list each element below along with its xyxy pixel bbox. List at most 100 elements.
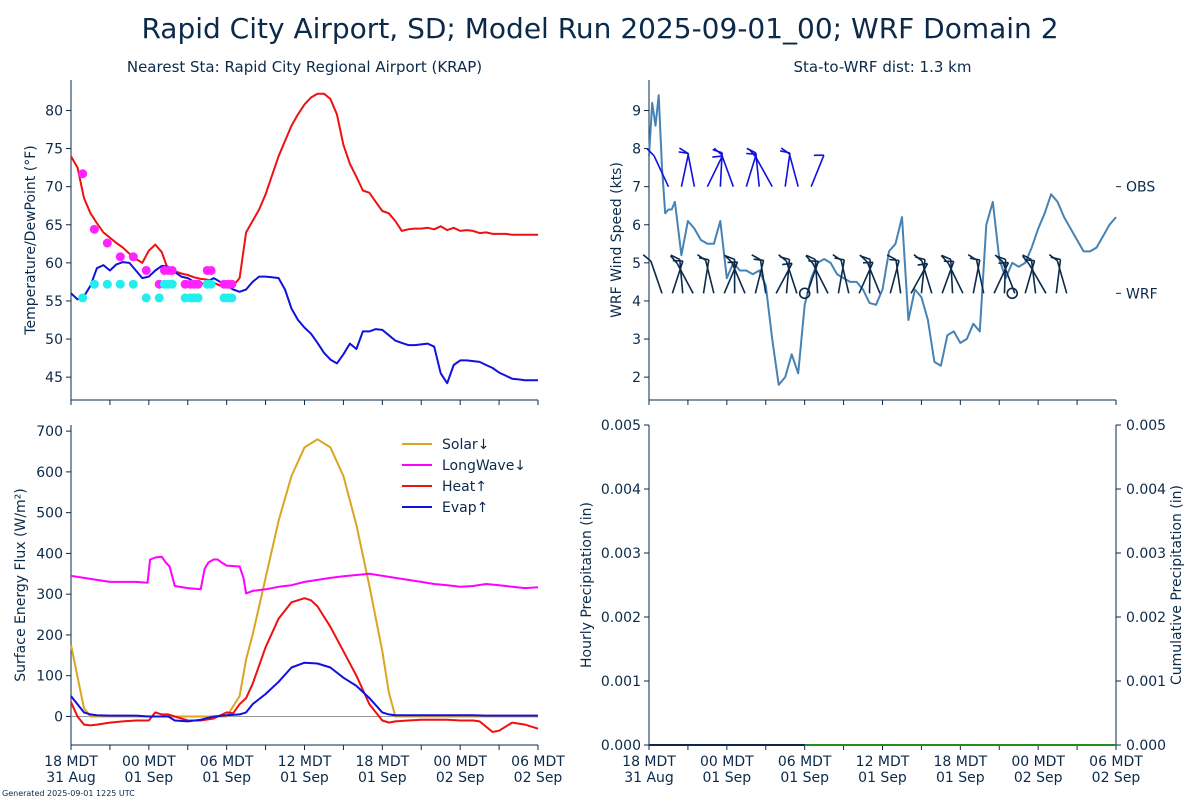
barb-staff	[676, 262, 694, 294]
y-tick-label: 700	[36, 424, 63, 440]
barb-staff	[837, 259, 846, 294]
x-tick-date: 01 Sep	[280, 770, 329, 786]
wrf-wind-barb	[832, 253, 850, 294]
right-tick-label: 0.002	[1126, 610, 1166, 626]
y-tick-label: 60	[45, 256, 63, 272]
barb-staff	[759, 259, 767, 294]
barb-flag	[748, 148, 757, 158]
barb-flag	[805, 255, 814, 264]
barb-flag	[889, 258, 900, 262]
x-tick-label: 12 MDT	[278, 754, 332, 770]
obs-wind-barb	[780, 150, 791, 187]
barb-flag	[670, 254, 681, 261]
x-tick-label: 00 MDT	[700, 754, 754, 770]
barb-staff	[788, 153, 799, 187]
x-tick-label: 00 MDT	[433, 754, 487, 770]
barb-flag	[1022, 254, 1032, 261]
x-tick-date: 01 Sep	[703, 770, 752, 786]
x-tick-date: 31 Aug	[624, 770, 674, 786]
obs-dew-point	[141, 293, 151, 303]
barb-flag	[941, 254, 952, 261]
obs-dew-point	[115, 279, 125, 289]
obs-temp-point	[193, 279, 203, 289]
barb-staff	[921, 260, 933, 294]
legend-label: Solar↓	[442, 437, 489, 453]
temperature-panel: Nearest Sta: Rapid City Regional Airport…	[23, 58, 539, 405]
obs-wind-barb	[780, 147, 799, 187]
wrf-wind-barb	[723, 254, 746, 294]
wrf-wind-barb	[753, 258, 765, 294]
barb-flag	[712, 155, 723, 158]
wrf-wind-barb	[886, 254, 902, 294]
x-tick-label: 18 MDT	[44, 754, 98, 770]
x-tick-label: 18 MDT	[622, 754, 676, 770]
y-tick-label: 0.005	[601, 418, 641, 434]
wrf-wind-barb	[698, 256, 710, 294]
right-tick-label: 0.001	[1126, 674, 1166, 690]
barb-flag	[696, 253, 707, 262]
barb-flag	[746, 152, 757, 155]
wrf-wind-barb	[969, 257, 981, 294]
wrf-wind-barb	[915, 256, 926, 294]
barb-staff	[920, 259, 926, 294]
generated-footer: Generated 2025-09-01 1225 UTC	[2, 789, 135, 798]
wrf-wind-barb	[859, 254, 881, 294]
y-tick-label: 50	[45, 332, 63, 348]
x-tick-label: 18 MDT	[933, 754, 987, 770]
barb-staff	[866, 261, 881, 294]
obs-temp-point	[78, 169, 88, 179]
barb-staff	[910, 263, 929, 294]
barb-staff	[840, 260, 850, 294]
x-tick-date: 02 Sep	[514, 770, 563, 786]
barb-staff	[745, 153, 757, 187]
barb-staff	[868, 259, 871, 294]
wrf-wind-barb	[751, 254, 767, 294]
right-tick-label: OBS	[1126, 180, 1155, 196]
barb-staff	[972, 259, 981, 294]
y-tick-label: 70	[45, 180, 63, 196]
y-tick-label: 0.002	[601, 610, 641, 626]
barb-flag	[886, 254, 897, 261]
x-tick-date: 01 Sep	[125, 770, 174, 786]
y-tick-label: 0	[54, 709, 63, 725]
barb-staff	[1055, 259, 1062, 294]
wrf-wind-barb	[805, 255, 829, 294]
x-tick-date: 02 Sep	[436, 770, 485, 786]
wrf-wind-barb	[779, 255, 791, 294]
obs-dew-point	[102, 279, 112, 289]
x-tick-label: 06 MDT	[200, 754, 254, 770]
obs-dew-point	[227, 293, 237, 303]
barb-flag	[646, 148, 655, 157]
y-axis-label: Temperature/DewPoint (°F)	[23, 145, 39, 335]
obs-wind-barb	[712, 148, 723, 187]
obs-temp-point	[89, 224, 99, 234]
barb-staff	[810, 154, 825, 187]
barb-flag	[753, 258, 764, 262]
precipitation-panel: Hourly Precipitation (in) Cumulative Prec…	[579, 418, 1185, 786]
barb-flag	[805, 254, 816, 261]
y-tick-label: 2	[632, 370, 641, 386]
barb-flag	[994, 254, 1004, 263]
x-tick-date: 01 Sep	[858, 770, 907, 786]
x-tick-date: 31 Aug	[46, 770, 96, 786]
barb-staff	[975, 259, 985, 294]
y-tick-label: 0.000	[601, 738, 641, 754]
barb-staff	[720, 154, 735, 187]
flux-line	[70, 555, 539, 595]
barb-flag	[1048, 254, 1058, 262]
barb-staff	[704, 260, 715, 294]
obs-wind-barb	[706, 155, 723, 188]
obs-dew-point	[167, 279, 177, 289]
calm-wind-marker	[1006, 287, 1019, 300]
barb-staff	[754, 260, 765, 294]
x-tick-label: 12 MDT	[856, 754, 910, 770]
barb-flag	[913, 254, 923, 262]
right-tick-label: 0.004	[1126, 482, 1166, 498]
obs-wind-barb	[810, 154, 825, 187]
obs-temp-point	[102, 238, 112, 248]
temperature-line	[70, 92, 538, 289]
wind-panel: Sta-to-WRF dist: 1.3 km WRF Wind Speed (k…	[609, 58, 1158, 405]
barb-staff	[949, 259, 954, 294]
wrf-wind-barb	[913, 254, 933, 294]
